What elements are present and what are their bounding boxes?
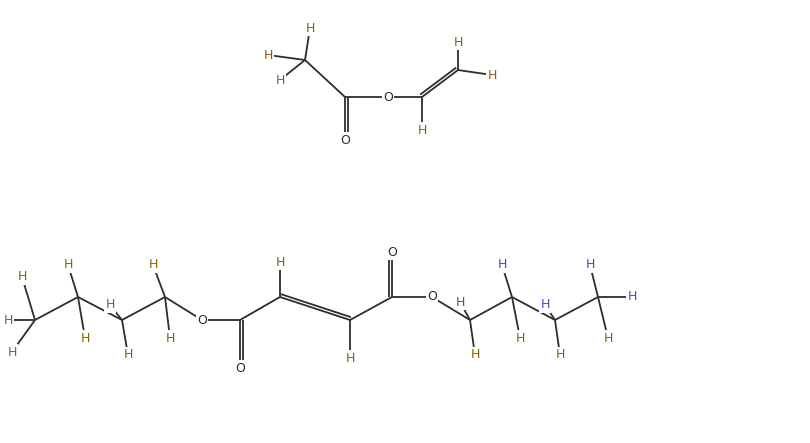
Text: H: H bbox=[7, 346, 17, 358]
Text: O: O bbox=[427, 291, 437, 303]
Text: H: H bbox=[488, 69, 497, 82]
Text: H: H bbox=[455, 295, 465, 308]
Text: H: H bbox=[586, 259, 595, 272]
Text: H: H bbox=[263, 48, 273, 62]
Text: H: H bbox=[80, 331, 90, 345]
Text: H: H bbox=[105, 299, 115, 311]
Text: H: H bbox=[471, 349, 480, 361]
Text: H: H bbox=[627, 291, 637, 303]
Text: O: O bbox=[235, 361, 245, 374]
Text: H: H bbox=[305, 22, 315, 35]
Text: H: H bbox=[148, 259, 158, 272]
Text: H: H bbox=[497, 259, 507, 272]
Text: O: O bbox=[197, 314, 207, 326]
Text: O: O bbox=[340, 133, 350, 147]
Text: H: H bbox=[165, 331, 175, 345]
Text: H: H bbox=[417, 124, 427, 136]
Text: O: O bbox=[383, 90, 393, 104]
Text: H: H bbox=[3, 314, 13, 326]
Text: H: H bbox=[603, 331, 612, 345]
Text: H: H bbox=[275, 74, 284, 86]
Text: H: H bbox=[63, 259, 73, 272]
Text: H: H bbox=[123, 349, 133, 361]
Text: O: O bbox=[387, 245, 397, 259]
Text: H: H bbox=[540, 299, 550, 311]
Text: H: H bbox=[515, 331, 525, 345]
Text: H: H bbox=[275, 256, 284, 268]
Text: H: H bbox=[556, 349, 565, 361]
Text: H: H bbox=[345, 351, 355, 365]
Text: H: H bbox=[17, 271, 27, 284]
Text: H: H bbox=[454, 35, 463, 48]
